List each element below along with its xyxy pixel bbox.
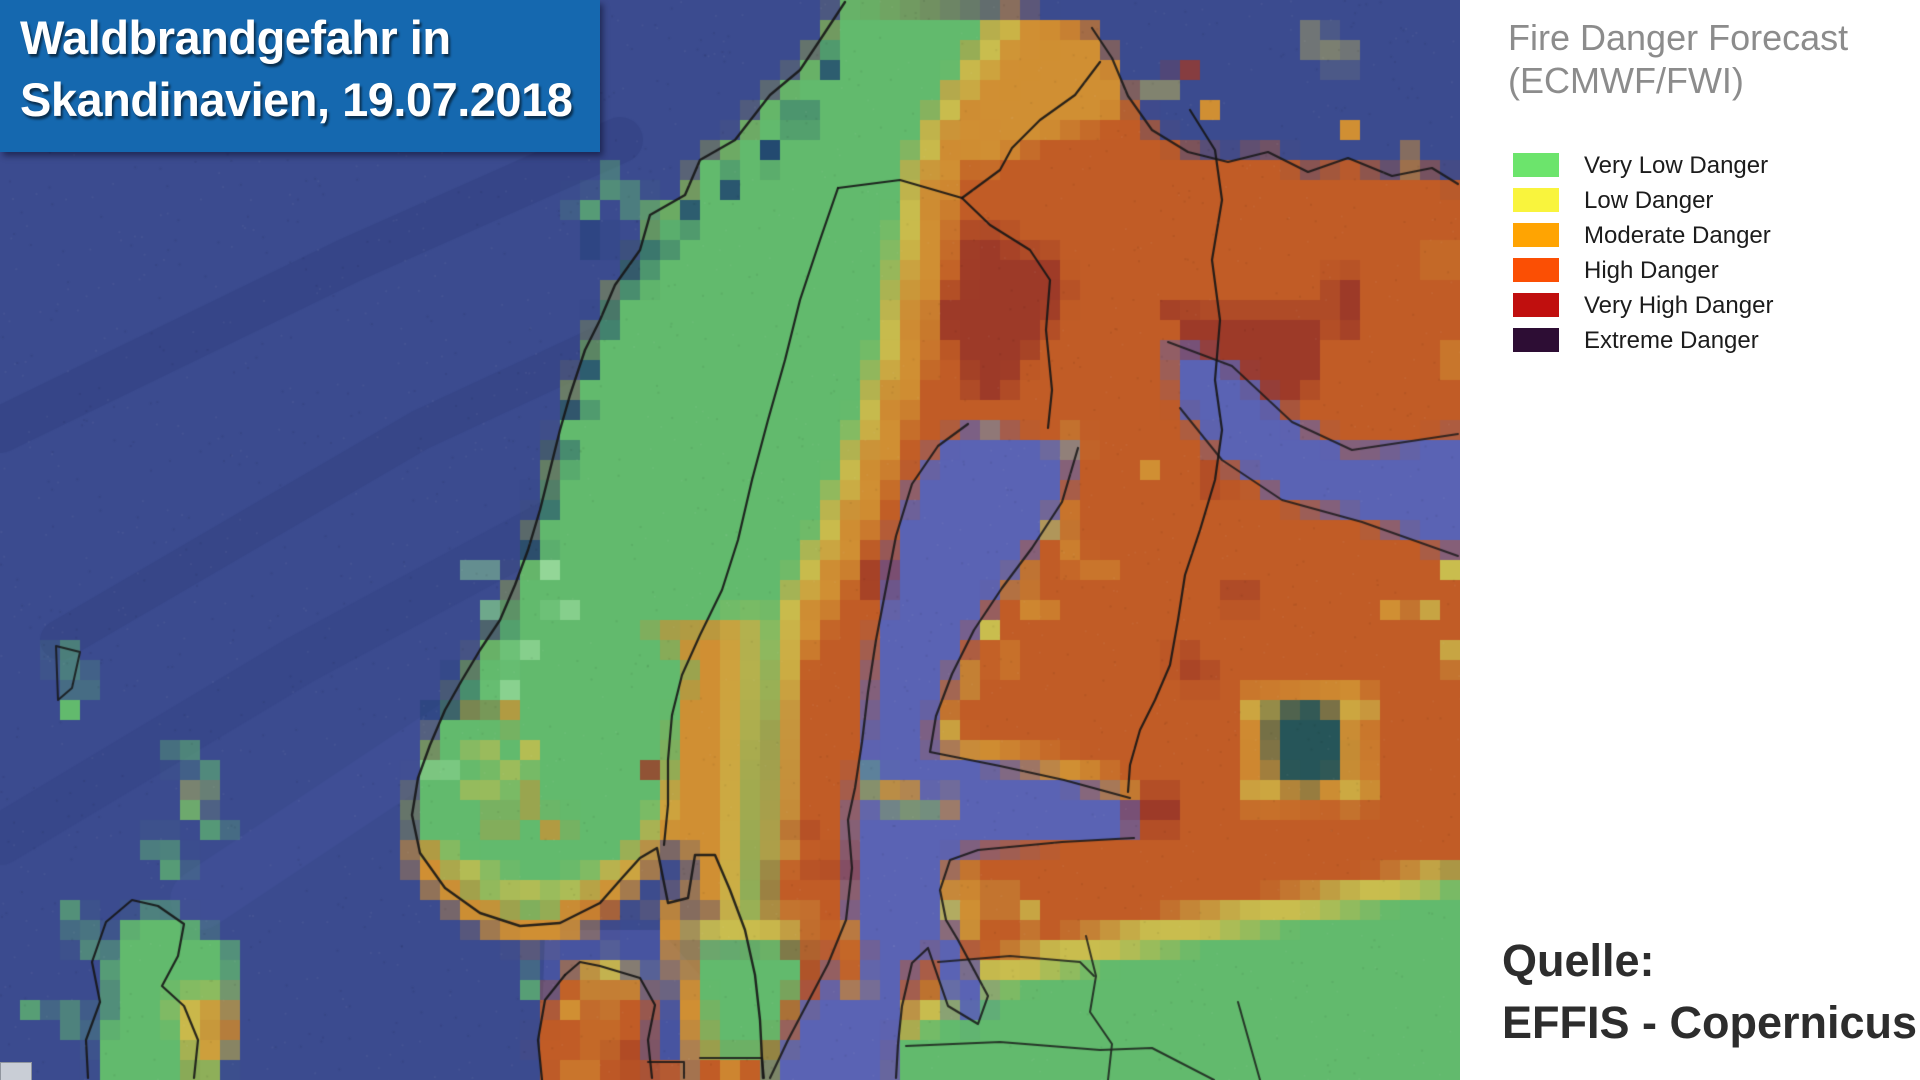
source-label: Quelle: bbox=[1502, 935, 1655, 986]
legend-item-label: Moderate Danger bbox=[1584, 222, 1771, 249]
source-credit: Quelle: EFFIS - Copernicus bbox=[1502, 930, 1917, 1054]
low-danger-swatch bbox=[1513, 188, 1559, 212]
legend-item-label: Low Danger bbox=[1584, 187, 1714, 214]
moderate-danger-swatch bbox=[1513, 223, 1559, 247]
title-line-2: Skandinavien, 19.07.2018 bbox=[20, 73, 573, 126]
scale-artifact bbox=[0, 1062, 32, 1080]
legend-panel: Fire Danger Forecast (ECMWF/FWI) Very Lo… bbox=[1462, 0, 1920, 1080]
very-low-danger-swatch bbox=[1513, 153, 1559, 177]
title-line-1: Waldbrandgefahr in bbox=[20, 11, 451, 64]
map-canvas bbox=[0, 0, 1460, 1080]
legend-item-label: Extreme Danger bbox=[1584, 327, 1759, 354]
extreme-danger-swatch bbox=[1513, 328, 1559, 352]
title-banner: Waldbrandgefahr in Skandinavien, 19.07.2… bbox=[0, 0, 600, 152]
source-name: EFFIS - Copernicus bbox=[1502, 997, 1918, 1049]
legend-title-line-1: Fire Danger Forecast bbox=[1508, 17, 1849, 58]
legend-title-line-2: (ECMWF/FWI) bbox=[1508, 60, 1744, 102]
legend-title: Fire Danger Forecast (ECMWF/FWI) bbox=[1508, 16, 1848, 102]
legend-item-label: Very Low Danger bbox=[1584, 152, 1769, 179]
high-danger-swatch bbox=[1513, 258, 1559, 282]
very-high-danger-swatch bbox=[1513, 293, 1559, 317]
legend-item-label: High Danger bbox=[1584, 257, 1719, 284]
legend-item-label: Very High Danger bbox=[1584, 292, 1774, 319]
